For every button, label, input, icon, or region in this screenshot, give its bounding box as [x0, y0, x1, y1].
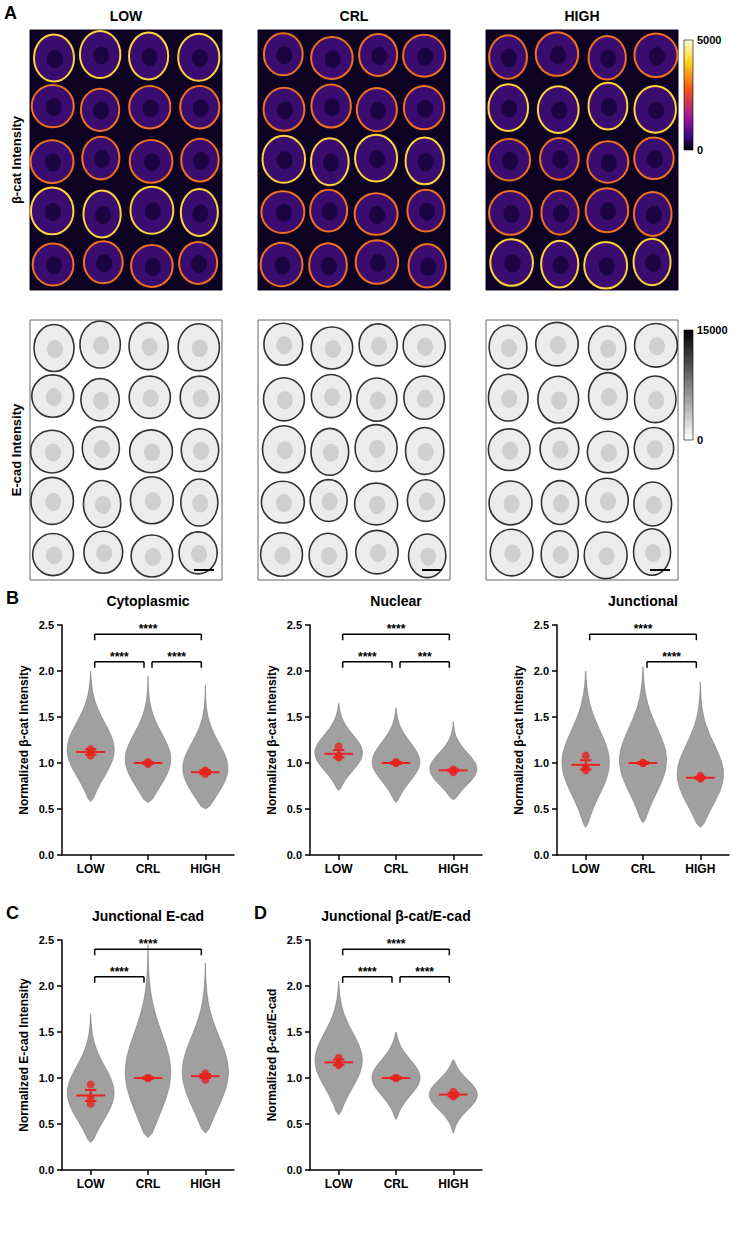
svg-text:HIGH: HIGH: [190, 862, 220, 876]
svg-text:****: ****: [634, 622, 653, 636]
svg-text:2.0: 2.0: [287, 980, 302, 992]
svg-text:****: ****: [110, 650, 129, 664]
svg-text:Junctional E-cad: Junctional E-cad: [92, 908, 204, 924]
svg-text:0: 0: [697, 434, 703, 446]
svg-text:CRL: CRL: [136, 1177, 161, 1191]
svg-text:Cytoplasmic: Cytoplasmic: [106, 593, 189, 609]
svg-text:CRL: CRL: [384, 862, 409, 876]
svg-text:0: 0: [697, 144, 703, 156]
svg-text:0.5: 0.5: [39, 803, 54, 815]
svg-text:1.0: 1.0: [39, 757, 54, 769]
svg-text:***: ***: [418, 650, 432, 664]
svg-text:Normalized β-cat Intensity: Normalized β-cat Intensity: [512, 665, 526, 815]
svg-text:****: ****: [139, 937, 158, 951]
svg-text:15000: 15000: [697, 324, 728, 336]
svg-text:0.5: 0.5: [39, 1118, 54, 1130]
svg-text:LOW: LOW: [77, 1177, 106, 1191]
svg-text:1.0: 1.0: [287, 757, 302, 769]
svg-text:****: ****: [358, 965, 377, 979]
svg-text:0.5: 0.5: [287, 803, 302, 815]
svg-text:E-cad Intensity: E-cad Intensity: [9, 403, 24, 496]
svg-text:LOW: LOW: [572, 862, 601, 876]
svg-text:B: B: [6, 588, 19, 608]
svg-text:CRL: CRL: [136, 862, 161, 876]
svg-text:0.0: 0.0: [287, 1164, 302, 1176]
svg-text:CRL: CRL: [631, 862, 656, 876]
svg-text:A: A: [4, 3, 17, 23]
svg-text:Normalized β-cat Intensity: Normalized β-cat Intensity: [17, 665, 31, 815]
svg-text:****: ****: [110, 965, 129, 979]
svg-text:0.0: 0.0: [534, 849, 549, 861]
svg-text:****: ****: [387, 937, 406, 951]
svg-text:β-cat Intensity: β-cat Intensity: [9, 115, 24, 204]
svg-text:0.5: 0.5: [534, 803, 549, 815]
svg-text:1.5: 1.5: [287, 711, 302, 723]
svg-text:Normalized β-cat Intensity: Normalized β-cat Intensity: [265, 665, 279, 815]
svg-text:2.0: 2.0: [287, 665, 302, 677]
svg-text:D: D: [254, 903, 267, 923]
svg-text:****: ****: [139, 622, 158, 636]
svg-text:2.5: 2.5: [287, 934, 302, 946]
svg-text:****: ****: [387, 622, 406, 636]
svg-text:****: ****: [662, 650, 681, 664]
svg-text:LOW: LOW: [325, 862, 354, 876]
svg-text:HIGH: HIGH: [190, 1177, 220, 1191]
svg-text:1.0: 1.0: [287, 1072, 302, 1084]
svg-text:1.0: 1.0: [39, 1072, 54, 1084]
svg-text:LOW: LOW: [325, 1177, 354, 1191]
svg-text:0.0: 0.0: [39, 1164, 54, 1176]
svg-text:2.5: 2.5: [39, 619, 54, 631]
svg-text:****: ****: [358, 650, 377, 664]
svg-text:CRL: CRL: [340, 8, 369, 24]
svg-text:2.0: 2.0: [534, 665, 549, 677]
svg-text:Normalized E-cad Intensity: Normalized E-cad Intensity: [17, 978, 31, 1132]
svg-text:1.5: 1.5: [39, 1026, 54, 1038]
svg-text:2.5: 2.5: [287, 619, 302, 631]
svg-text:CRL: CRL: [384, 1177, 409, 1191]
svg-text:0.5: 0.5: [287, 1118, 302, 1130]
svg-text:2.5: 2.5: [534, 619, 549, 631]
svg-text:HIGH: HIGH: [438, 862, 468, 876]
svg-text:LOW: LOW: [110, 8, 143, 24]
svg-text:HIGH: HIGH: [565, 8, 600, 24]
svg-text:2.5: 2.5: [39, 934, 54, 946]
svg-text:1.5: 1.5: [534, 711, 549, 723]
svg-text:0.0: 0.0: [287, 849, 302, 861]
svg-text:****: ****: [167, 650, 186, 664]
svg-text:0.0: 0.0: [39, 849, 54, 861]
svg-text:Normalized β-cat/E-cad: Normalized β-cat/E-cad: [265, 989, 279, 1122]
svg-text:C: C: [6, 903, 19, 923]
svg-text:5000: 5000: [697, 34, 721, 46]
svg-text:Junctional: Junctional: [608, 593, 678, 609]
svg-text:1.5: 1.5: [39, 711, 54, 723]
svg-text:Nuclear: Nuclear: [370, 593, 422, 609]
svg-text:2.0: 2.0: [39, 980, 54, 992]
svg-text:LOW: LOW: [77, 862, 106, 876]
svg-text:****: ****: [415, 965, 434, 979]
svg-text:HIGH: HIGH: [438, 1177, 468, 1191]
svg-text:1.5: 1.5: [287, 1026, 302, 1038]
svg-text:1.0: 1.0: [534, 757, 549, 769]
svg-text:HIGH: HIGH: [685, 862, 715, 876]
svg-text:Junctional β-cat/E-cad: Junctional β-cat/E-cad: [321, 908, 470, 924]
svg-text:2.0: 2.0: [39, 665, 54, 677]
